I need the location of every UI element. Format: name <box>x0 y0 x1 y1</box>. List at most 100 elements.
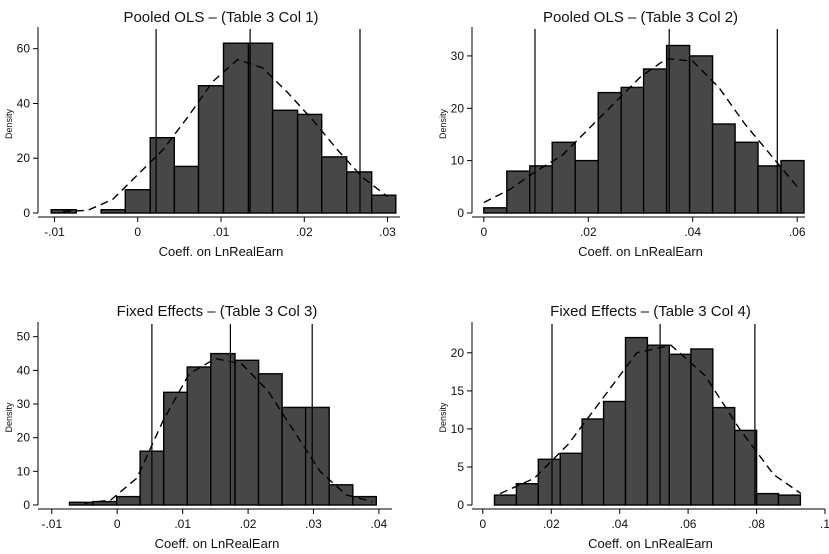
chart-panel-4: 0 .02 .04 .06 .08 .1 0 5 10 15 20 Fixed Effects – (… <box>438 303 829 551</box>
histogram-bar <box>602 400 627 506</box>
histogram-bar <box>281 406 307 506</box>
y-tick-label: 0 <box>457 498 464 512</box>
histogram-bar <box>780 159 805 214</box>
x-axis-label: Coeff. on LnRealEarn <box>578 244 703 259</box>
y-tick-label: 30 <box>17 397 31 411</box>
y-tick-label: 20 <box>17 151 31 165</box>
y-tick-label: 5 <box>457 460 464 474</box>
x-tick-label: .08 <box>748 517 765 531</box>
x-axis-label: Coeff. on LnRealEarn <box>155 536 280 551</box>
histogram-bar <box>197 84 225 214</box>
histogram-bar <box>755 492 780 506</box>
y-tick-label: 40 <box>17 363 31 377</box>
chart-title: Fixed Effects – (Table 3 Col 4) <box>550 303 751 320</box>
histogram-bar <box>124 188 152 214</box>
y-tick-label: 15 <box>451 384 465 398</box>
histogram-bar <box>234 359 260 506</box>
chart-panel-1: -.01 0 .01 .02 .03 0 20 40 60 Pooled OLS – (Table… <box>4 9 400 259</box>
x-tick-label: 0 <box>114 517 121 531</box>
chart-title: Fixed Effects – (Table 3 Col 3) <box>117 303 318 320</box>
x-tick-label: 0 <box>479 517 486 531</box>
histogram-bar <box>371 194 397 214</box>
histogram-bar <box>173 165 200 214</box>
x-tick-label: -.01 <box>41 517 62 531</box>
x-tick-label: .06 <box>680 517 697 531</box>
histogram-bar <box>247 42 274 214</box>
y-tick-label: 10 <box>451 154 465 168</box>
y-tick-label: 10 <box>17 464 31 478</box>
x-tick-label: .03 <box>379 225 396 239</box>
histogram-bar <box>92 500 118 506</box>
histogram-bar <box>186 366 212 506</box>
y-tick-label: 10 <box>451 422 465 436</box>
chart-panel-2: 0 .02 .04 .06 0 10 20 30 Pooled OLS – (Table 3 C… <box>438 9 806 259</box>
histogram-bar <box>620 86 645 214</box>
x-tick-label: 0 <box>134 225 141 239</box>
x-tick-label: .02 <box>543 517 560 531</box>
x-axis-label: Coeff. on LnRealEarn <box>159 244 284 259</box>
x-tick-label: .02 <box>580 225 597 239</box>
histogram-bar <box>559 452 583 506</box>
x-tick-label: .02 <box>296 225 313 239</box>
histogram-bar <box>328 484 354 506</box>
histogram-bar <box>574 159 599 214</box>
histogram-bar <box>304 406 330 506</box>
y-tick-label: 50 <box>17 330 31 344</box>
chart-panel-3: -.01 0 .01 .02 .03 .04 0 10 20 30 40 50 Fixed Effect… <box>4 303 392 551</box>
histogram-bar <box>537 458 561 506</box>
y-tick-label: 40 <box>17 97 31 111</box>
y-tick-label: 20 <box>451 346 465 360</box>
y-tick-label: 30 <box>451 49 465 63</box>
histogram-bar <box>597 91 622 214</box>
x-tick-label: .02 <box>240 517 257 531</box>
y-axis-label: Density <box>438 108 448 139</box>
y-tick-label: 0 <box>23 498 30 512</box>
x-tick-label: .04 <box>371 517 388 531</box>
x-tick-label: .01 <box>174 517 191 531</box>
histogram-bar <box>162 391 188 506</box>
density-curve <box>483 57 798 204</box>
chart-title: Pooled OLS – (Table 3 Col 2) <box>543 9 738 26</box>
y-tick-label: 0 <box>23 206 30 220</box>
histogram-bar <box>321 156 348 214</box>
histogram-bar <box>665 44 691 214</box>
x-tick-label: 0 <box>480 225 487 239</box>
histogram-bar <box>777 494 802 506</box>
density-curve <box>62 58 388 213</box>
histogram-bar <box>581 418 605 506</box>
histogram-bar <box>100 208 126 214</box>
x-tick-label: -.01 <box>44 225 65 239</box>
histogram-bar <box>506 170 531 214</box>
histogram-bar <box>346 171 373 214</box>
histogram-bar <box>734 141 759 214</box>
y-tick-label: 20 <box>17 431 31 445</box>
histogram-bar <box>734 429 758 506</box>
histogram-bar <box>688 55 714 214</box>
histogram-bar <box>493 494 518 506</box>
y-tick-label: 20 <box>451 101 465 115</box>
x-tick-label: .1 <box>820 517 829 531</box>
histogram-bar <box>210 352 236 506</box>
histogram-bar <box>646 344 671 506</box>
y-axis-label: Density <box>438 402 448 433</box>
histogram-bar <box>515 483 540 506</box>
x-tick-label: .06 <box>789 225 806 239</box>
chart-title: Pooled OLS – (Table 3 Col 1) <box>123 9 318 26</box>
y-axis-label: Density <box>4 108 14 139</box>
histogram-bar <box>296 113 323 214</box>
histogram-bar <box>483 207 508 214</box>
histogram-bar <box>149 136 175 214</box>
x-tick-label: .03 <box>305 517 322 531</box>
histogram-bar <box>352 495 378 506</box>
y-tick-label: 60 <box>17 42 31 56</box>
histogram-bar <box>642 68 668 214</box>
histogram-bar <box>115 495 141 506</box>
y-tick-label: 0 <box>457 206 464 220</box>
x-tick-label: .04 <box>611 517 628 531</box>
x-axis-label: Coeff. on LnRealEarn <box>588 536 713 551</box>
density-curve <box>84 357 373 504</box>
histogram-bar <box>712 406 736 506</box>
x-tick-label: .01 <box>213 225 230 239</box>
histogram-bar <box>668 353 692 506</box>
